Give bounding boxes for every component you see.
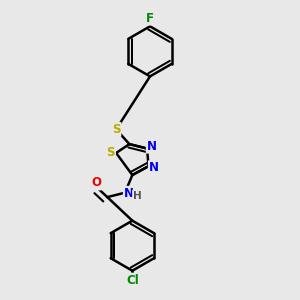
Text: N: N xyxy=(124,187,134,200)
Text: F: F xyxy=(146,12,154,25)
Text: H: H xyxy=(133,190,142,201)
Text: S: S xyxy=(112,123,120,136)
Text: N: N xyxy=(147,140,157,153)
Text: Cl: Cl xyxy=(126,274,139,286)
Text: S: S xyxy=(106,146,115,159)
Text: O: O xyxy=(91,176,101,190)
Text: N: N xyxy=(149,161,159,174)
